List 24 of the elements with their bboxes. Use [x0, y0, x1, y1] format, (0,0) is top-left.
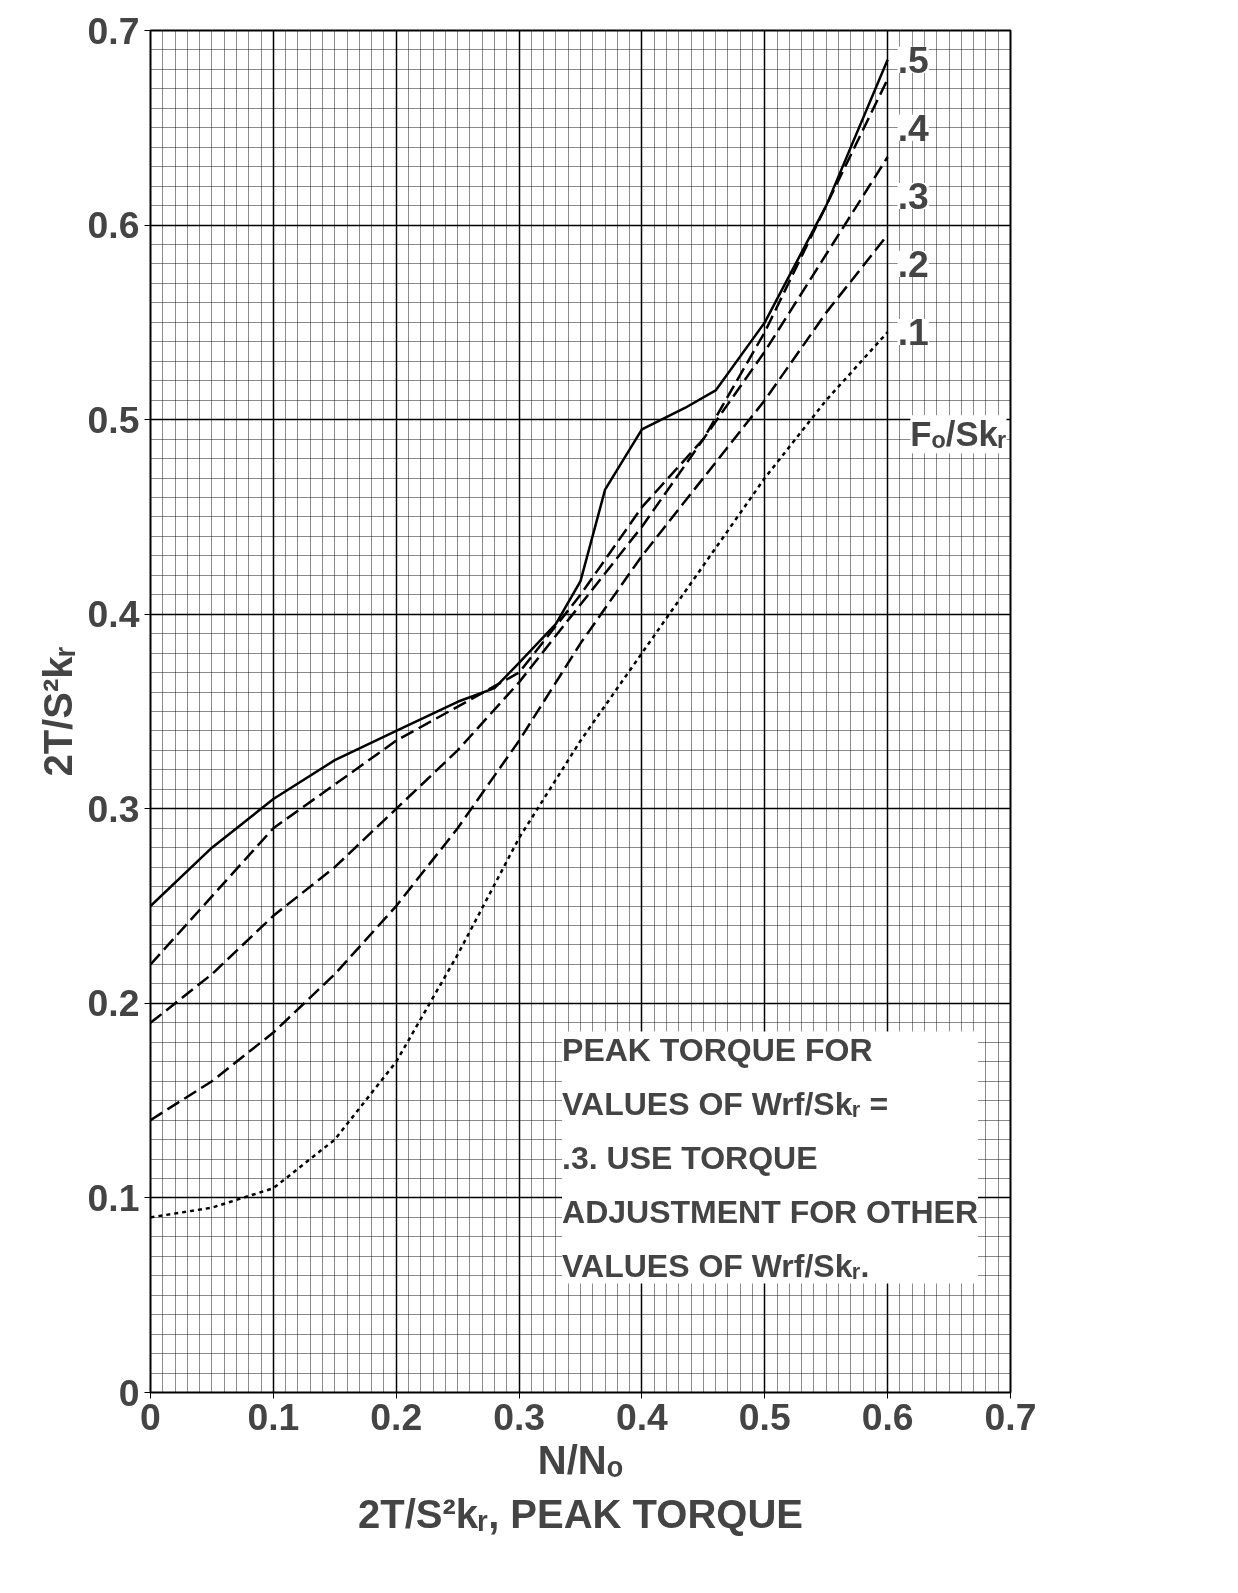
y-tick-label: 0.3: [87, 787, 140, 830]
y-tick-label: 0.2: [87, 982, 140, 1025]
series-label: .2: [897, 242, 929, 285]
series-label: .3: [897, 174, 929, 217]
x-tick-label: 0.5: [738, 1395, 791, 1438]
series-label: .5: [897, 38, 929, 81]
y-tick-label: 0.5: [87, 398, 140, 441]
y-tick-label: 0.7: [87, 9, 140, 52]
text: 2T/S²kᵣ, PEAK TORQUE: [358, 1491, 803, 1536]
x-tick-label: 0.6: [861, 1395, 914, 1438]
series-label: .4: [897, 106, 930, 149]
series-label: .1: [897, 311, 929, 354]
x-tick-label: 0.1: [247, 1395, 300, 1438]
x-tick-label: 0.2: [370, 1395, 423, 1438]
y-tick-label: 0.6: [87, 204, 140, 247]
annotation: PEAK TORQUE FOR VALUES OF Wrf/Skᵣ = .3. USE TORQUE ADJUSTMENT FOR OTHER VALUES OF Wrf/Skᵣ.: [562, 1031, 979, 1284]
x-tick-label: 0.7: [984, 1395, 1037, 1438]
x-axis-title: N/Nₒ: [537, 1437, 624, 1482]
x-tick-label: 0.4: [615, 1395, 669, 1438]
y-axis-title: 2T/S²kᵣ: [35, 646, 80, 777]
x-tick-label: 0.3: [493, 1395, 546, 1438]
legend-title: Fₒ/Skᵣ: [910, 415, 1007, 454]
y-tick-label: 0.1: [87, 1176, 140, 1219]
y-tick-label: 0.4: [87, 593, 140, 636]
